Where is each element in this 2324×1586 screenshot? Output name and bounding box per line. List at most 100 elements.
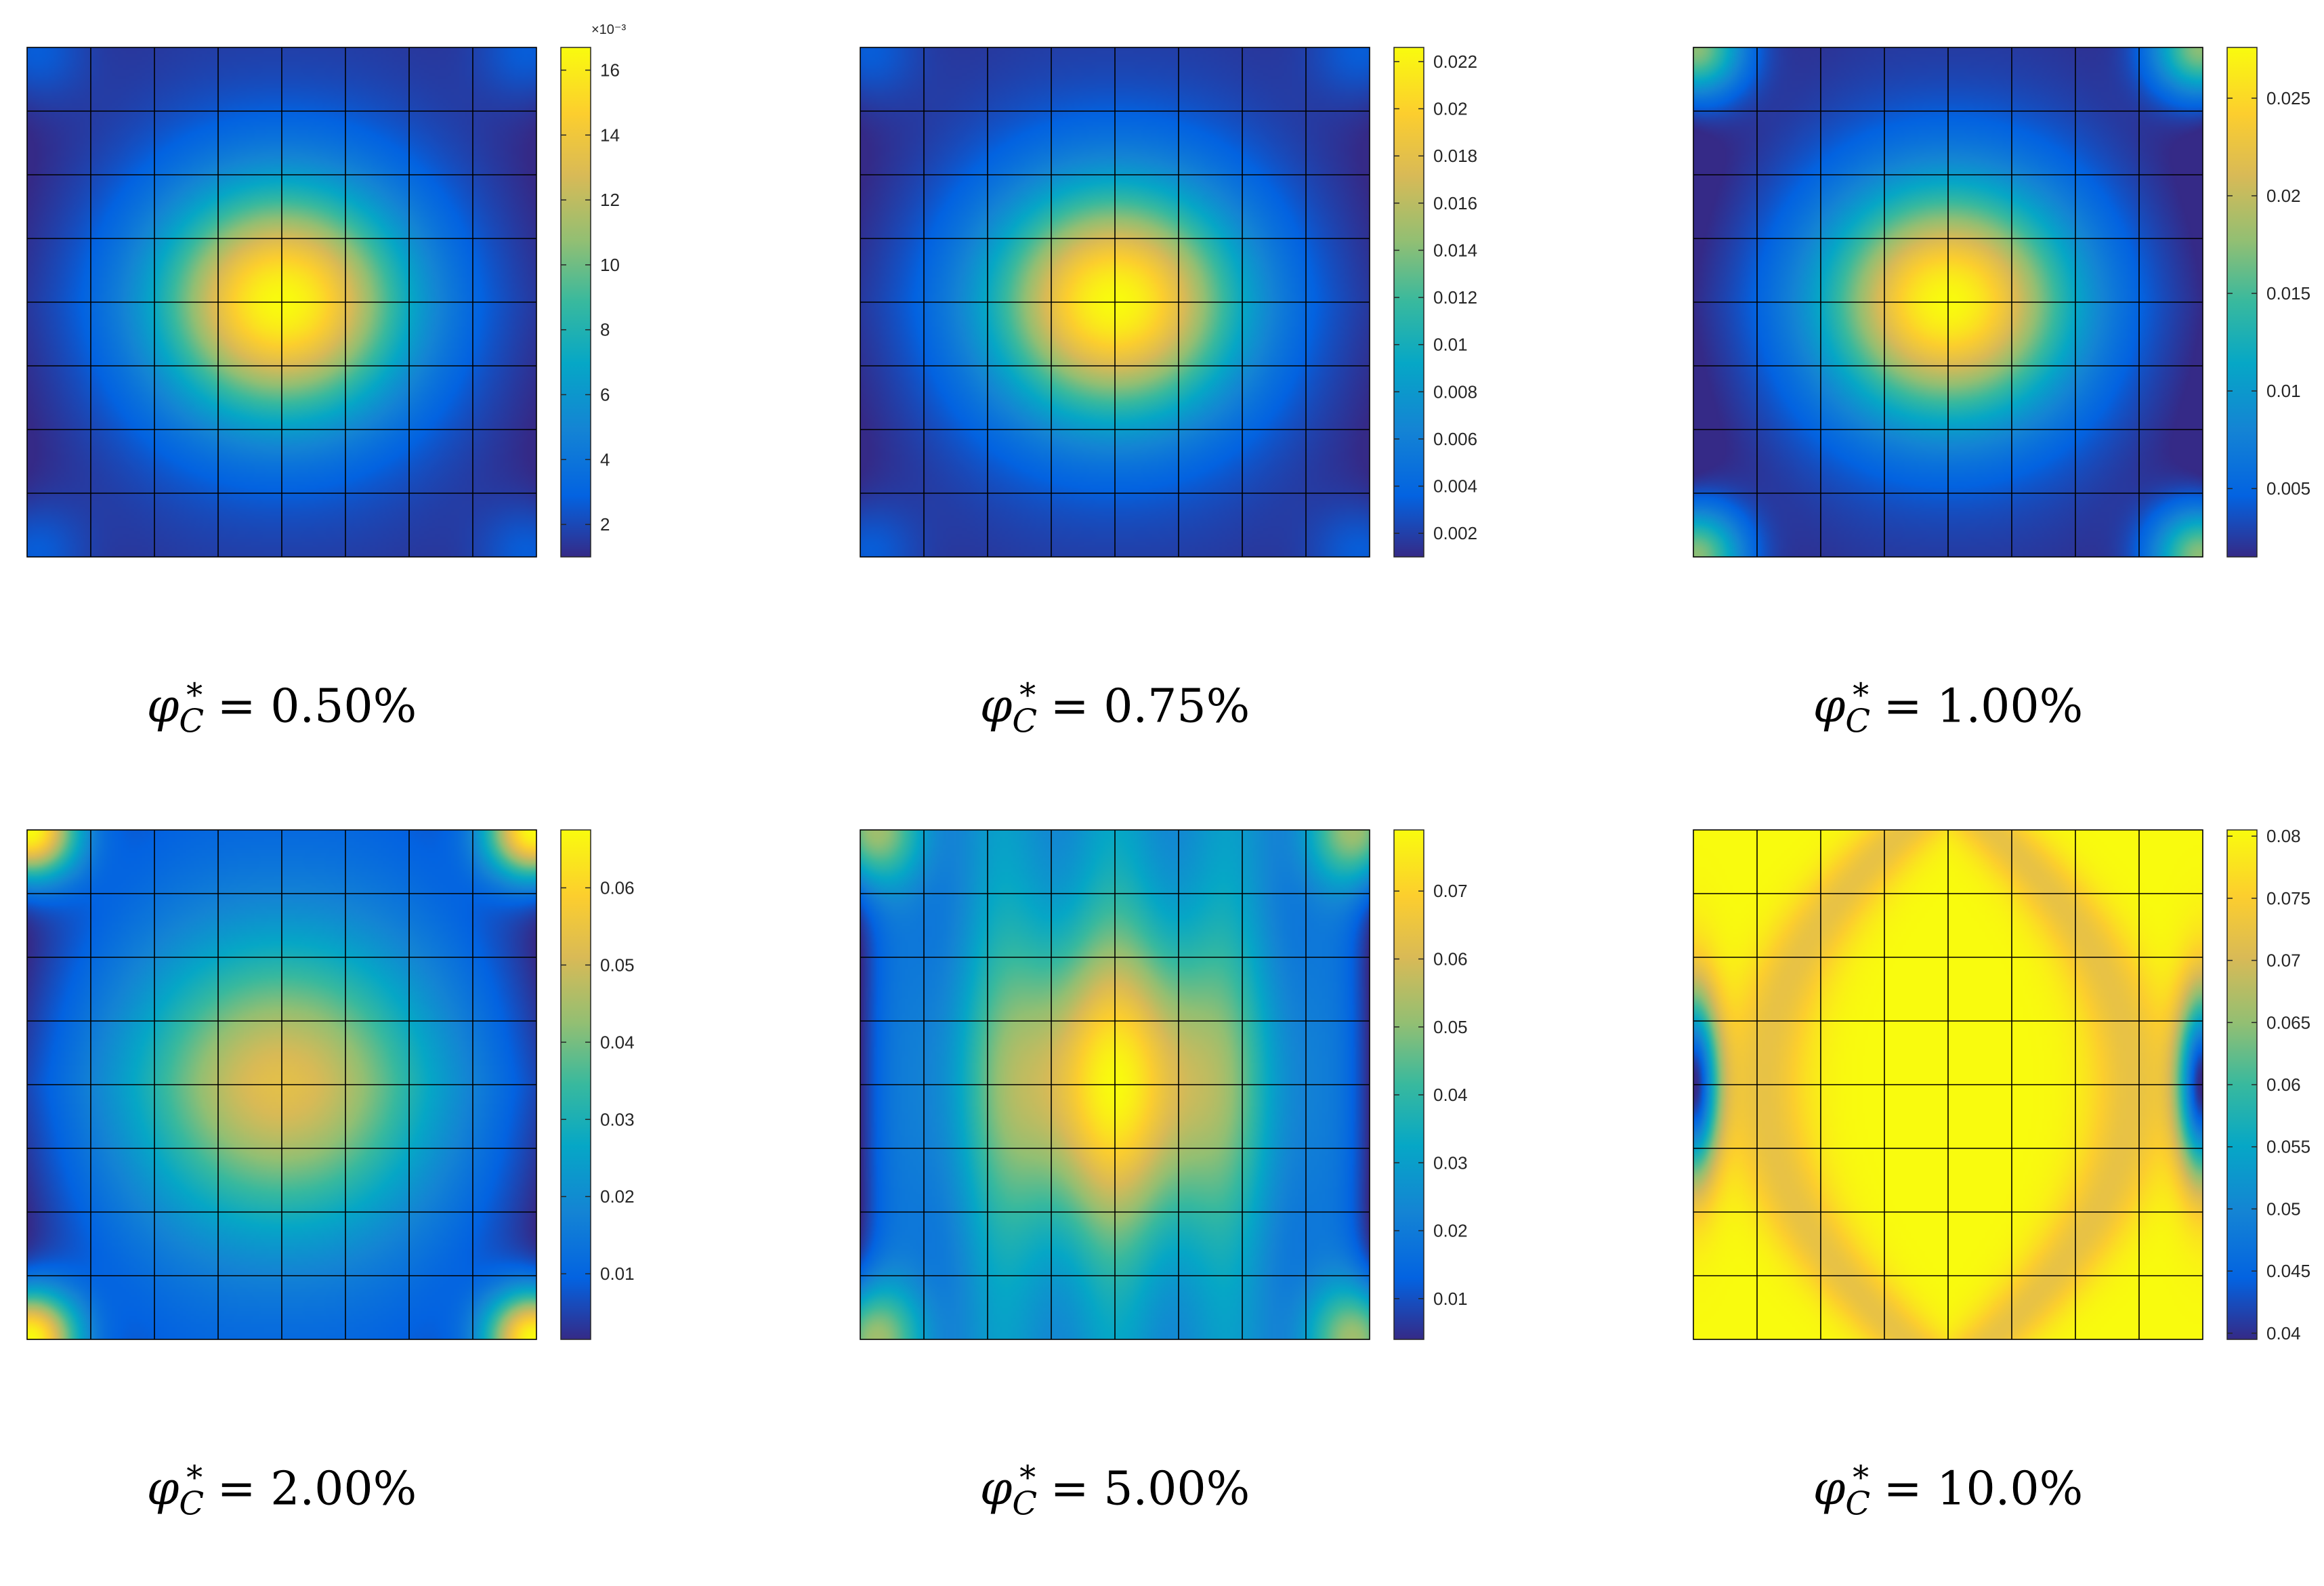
mesh-grid xyxy=(1693,829,2203,1340)
colorbar-tick-label: 0.04 xyxy=(1433,1085,1468,1105)
colorbar xyxy=(1393,829,1424,1340)
caption-value: = 2.00% xyxy=(203,1462,417,1516)
colorbar xyxy=(1393,47,1424,558)
colorbar-tick-label: 8 xyxy=(600,320,610,340)
colorbar-tick-label: 6 xyxy=(600,385,610,405)
caption-value: = 0.75% xyxy=(1036,680,1250,734)
mesh-grid xyxy=(26,47,537,558)
heatmap-panel-phi-0.75: 0.002 0.004 0.006 0.008 0.01 0.012 0.014 0.016 0… xyxy=(860,47,1635,804)
colorbar-tick-label: 0.025 xyxy=(2266,88,2310,108)
colorbar-tick-label: 0.045 xyxy=(2266,1261,2310,1281)
colorbar-tick-label: 0.04 xyxy=(2266,1323,2301,1343)
heatmap-svg: 0.01 0.02 0.03 0.04 0.05 0.06 xyxy=(26,829,635,1340)
colorbar-tick-label: 0.07 xyxy=(2266,951,2301,971)
caption-subscript: C xyxy=(1012,702,1038,740)
colorbar-tick-label: 0.022 xyxy=(1433,51,1477,72)
heatmap-border xyxy=(26,829,537,1340)
mesh-grid xyxy=(860,829,1370,1340)
colorbar-tick-label: 0.055 xyxy=(2266,1137,2310,1157)
caption-symbol: φ xyxy=(146,1462,179,1516)
colorbar-tick-label: 0.015 xyxy=(2266,283,2310,304)
colorbar-tick-label: 12 xyxy=(600,190,620,210)
colorbar-tick-label: 4 xyxy=(600,449,610,469)
heatmap-panel-phi-1.00: 0.005 0.01 0.015 0.02 0.025 φC* = 1.00% xyxy=(1693,47,2324,804)
colorbar-tick-label: 0.02 xyxy=(600,1186,635,1207)
heatmap-panel-phi-10.0: 0.04 0.045 0.05 0.055 0.06 0.065 0.07 0.075 0.08… xyxy=(1693,826,2324,1586)
colorbar-tick-label: 0.075 xyxy=(2266,888,2310,909)
caption-superscript: * xyxy=(1019,676,1036,714)
caption-value: = 5.00% xyxy=(1036,1462,1250,1516)
heatmap-border xyxy=(1693,829,2203,1340)
caption-symbol: φ xyxy=(1813,680,1846,734)
colorbar-tick-label: 16 xyxy=(600,60,620,81)
heatmap-svg: 0.01 0.02 0.03 0.04 0.05 0.06 0.07 xyxy=(860,829,1468,1340)
colorbar-tick-label: 0.006 xyxy=(1433,429,1477,449)
colorbar-tick-label: 0.01 xyxy=(1433,1289,1468,1309)
panel-caption: φC* = 0.50% xyxy=(27,676,536,740)
heatmap-border xyxy=(860,829,1370,1340)
colorbar xyxy=(560,829,591,1340)
colorbar-tick-label: 0.03 xyxy=(1433,1152,1468,1173)
colorbar-tick-label: 0.014 xyxy=(1433,240,1477,260)
colorbar-tick-label: 0.01 xyxy=(600,1264,635,1284)
colorbar-tick-label: 0.005 xyxy=(2266,478,2310,499)
colorbar-tick-label: 0.02 xyxy=(2266,186,2301,206)
caption-symbol: φ xyxy=(979,680,1013,734)
caption-superscript: * xyxy=(1853,1459,1869,1497)
colorbar xyxy=(2226,47,2258,558)
caption-superscript: * xyxy=(186,1459,203,1497)
colorbar-tick-label: 2 xyxy=(600,514,610,535)
colorbar-tick-label: 0.002 xyxy=(1433,523,1477,543)
colorbar-tick-label: 0.05 xyxy=(1433,1017,1468,1037)
colorbar-exponent-label: ×10⁻³ xyxy=(591,22,626,37)
colorbar-tick-label: 0.01 xyxy=(1433,335,1468,355)
colorbar-tick-label: 0.06 xyxy=(2266,1074,2301,1095)
panel-caption: φC* = 2.00% xyxy=(27,1459,536,1522)
heatmap-border xyxy=(26,47,537,558)
colorbar-tick-label: 0.05 xyxy=(600,955,635,975)
colorbar-tick-label: 0.07 xyxy=(1433,881,1468,901)
colorbar-tick-label: 0.04 xyxy=(600,1032,635,1052)
panel-caption: φC* = 1.00% xyxy=(1693,676,2203,740)
caption-superscript: * xyxy=(186,676,203,714)
heatmap-svg: 2 4 6 8 10 12 14 16 ×10⁻³ xyxy=(26,22,626,558)
caption-subscript: C xyxy=(1845,702,1871,740)
heatmap-panel-phi-2.00: 0.01 0.02 0.03 0.04 0.05 0.06 φC* = 2.00% xyxy=(26,829,802,1586)
colorbar-tick-label: 0.03 xyxy=(600,1109,635,1129)
heatmap-panel-phi-0.50: 2 4 6 8 10 12 14 16 ×10⁻³ φC* = 0.50% xyxy=(26,22,802,804)
heatmap-svg: 0.04 0.045 0.05 0.055 0.06 0.065 0.07 0.075 0.08 xyxy=(1693,826,2310,1343)
colorbar xyxy=(560,47,591,558)
colorbar-tick-label: 0.01 xyxy=(2266,381,2301,401)
caption-symbol: φ xyxy=(1813,1462,1846,1516)
colorbar-tick-label: 14 xyxy=(600,125,620,145)
colorbar-tick-label: 0.065 xyxy=(2266,1012,2310,1032)
panel-caption: φC* = 10.0% xyxy=(1693,1459,2203,1522)
colorbar-tick-label: 10 xyxy=(600,255,620,275)
mesh-grid xyxy=(860,47,1370,558)
colorbar-tick-label: 0.06 xyxy=(600,877,635,898)
heatmap-svg: 0.002 0.004 0.006 0.008 0.01 0.012 0.014 0.016 0… xyxy=(860,47,1477,558)
colorbar-tick-label: 0.06 xyxy=(1433,949,1468,969)
caption-value: = 0.50% xyxy=(203,680,417,734)
colorbar-tick-label: 0.02 xyxy=(1433,99,1468,119)
colorbar-tick-label: 0.08 xyxy=(2266,826,2301,846)
colorbar-tick-label: 0.004 xyxy=(1433,476,1477,497)
panel-caption: φC* = 5.00% xyxy=(860,1459,1370,1522)
mesh-grid xyxy=(26,829,537,1340)
heatmap-panel-phi-5.00: 0.01 0.02 0.03 0.04 0.05 0.06 0.07 φC* = 5.00% xyxy=(860,829,1635,1586)
colorbar-tick-label: 0.05 xyxy=(2266,1198,2301,1219)
figure-grid: 2 4 6 8 10 12 14 16 ×10⁻³ φC* = 0.50% 0.002 0.004 0… xyxy=(26,22,2324,1522)
heatmap-border xyxy=(860,47,1370,558)
colorbar-tick-label: 0.018 xyxy=(1433,146,1477,166)
colorbar-tick-label: 0.016 xyxy=(1433,193,1477,213)
mesh-grid xyxy=(1693,47,2203,558)
heatmap-border xyxy=(1693,47,2203,558)
caption-superscript: * xyxy=(1853,676,1869,714)
colorbar-tick-label: 0.008 xyxy=(1433,381,1477,402)
caption-value: = 10.0% xyxy=(1869,1462,2084,1516)
colorbar-tick-label: 0.02 xyxy=(1433,1221,1468,1241)
colorbar-tick-label: 0.012 xyxy=(1433,287,1477,308)
caption-superscript: * xyxy=(1019,1459,1036,1497)
caption-symbol: φ xyxy=(979,1462,1013,1516)
heatmap-svg: 0.005 0.01 0.015 0.02 0.025 xyxy=(1693,47,2310,558)
